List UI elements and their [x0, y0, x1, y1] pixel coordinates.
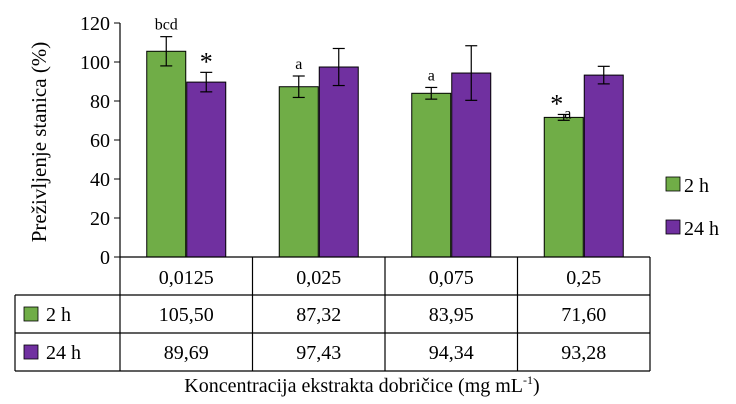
- table-legend-key: [23, 344, 39, 360]
- table-series-name: 2 h: [46, 304, 71, 326]
- x-tick-label: 0,25: [566, 267, 601, 289]
- table-value: 93,28: [561, 342, 606, 364]
- legend-swatch: [665, 219, 681, 235]
- table-value: 87,32: [296, 304, 341, 326]
- significance-star: *: [200, 47, 213, 76]
- bar: [318, 66, 359, 258]
- table-series-name: 24 h: [46, 342, 81, 364]
- bar: [543, 116, 584, 258]
- y-tick-label: 100: [80, 52, 110, 74]
- bar: [186, 81, 227, 258]
- y-tick-label: 80: [90, 91, 110, 113]
- x-tick-label: 0,0125: [159, 267, 214, 289]
- legend-label: 2 h: [684, 175, 709, 197]
- data-table: 0,0125 0,025 0,075 0,25 2 h 105,50 87,32 83,95 7…: [14, 23, 651, 372]
- legend-swatch: [665, 176, 681, 192]
- table-value: 83,95: [429, 304, 474, 326]
- bar: [583, 74, 624, 258]
- legend: 2 h 24 h: [665, 175, 719, 240]
- bar: [278, 86, 319, 258]
- y-tick-label: 20: [90, 208, 110, 230]
- legend-label: 24 h: [684, 218, 719, 240]
- table-value: 89,69: [164, 342, 209, 364]
- bar: [411, 92, 452, 258]
- y-tick-label: 60: [90, 130, 110, 152]
- table-value: 97,43: [296, 342, 341, 364]
- table-value: 71,60: [561, 304, 606, 326]
- significance-letter: bcd: [155, 17, 178, 34]
- y-tick-label: 0: [100, 247, 110, 269]
- y-tick-label: 40: [90, 169, 110, 191]
- significance-letter: a: [428, 67, 435, 84]
- y-tick-label: 120: [80, 13, 110, 35]
- significance-letter: a: [295, 56, 302, 73]
- table-value: 94,34: [429, 342, 474, 364]
- table-value: 105,50: [159, 304, 214, 326]
- x-axis-label-close: ): [533, 375, 540, 397]
- significance-letter: a: [564, 105, 571, 122]
- x-tick-label: 0,025: [296, 267, 341, 289]
- x-tick-label: 0,075: [429, 267, 474, 289]
- table-legend-key: [23, 306, 39, 322]
- x-axis-label-main: Koncentracija ekstrakta dobričice (mg mL: [184, 375, 523, 397]
- y-axis-label: Preživljenje stanica (%): [27, 42, 51, 243]
- bar: [146, 50, 187, 258]
- x-axis-label-sup: -1: [523, 373, 533, 387]
- significance-star: *: [550, 89, 563, 118]
- x-axis-label: Koncentracija ekstrakta dobričice (mg mL…: [184, 373, 539, 397]
